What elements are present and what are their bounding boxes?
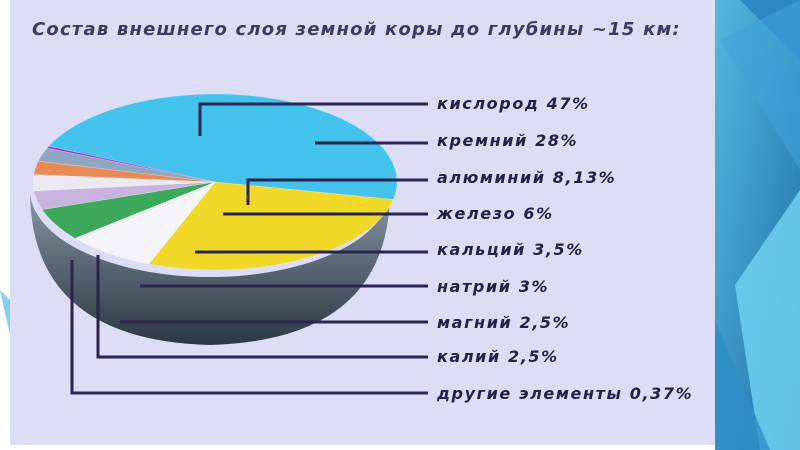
pie-slice-iron [41, 181, 216, 239]
leader-line-potassium [96, 255, 428, 359]
pie-slice-silicon [148, 181, 394, 271]
decor-shape-3 [735, 190, 800, 450]
pie-slices [32, 93, 398, 271]
pie-bowl [30, 190, 390, 345]
chart-title: Состав внешнего слоя земной коры до глуб… [32, 19, 681, 40]
label-silicon: кремний 28% [437, 131, 579, 150]
label-sodium: натрий 3% [437, 277, 550, 296]
label-magnesium: магний 2,5% [437, 313, 571, 332]
label-aluminium: алюминий 8,13% [437, 168, 617, 187]
pie-slice-other [46, 145, 216, 183]
pie-slice-calcium [33, 181, 216, 210]
label-iron: железо 6% [437, 204, 554, 223]
leader-line-oxygen [198, 102, 428, 136]
slide: Состав внешнего слоя земной коры до глуб… [10, 0, 715, 445]
pie-slice-aluminium [74, 181, 216, 265]
label-potassium: калий 2,5% [437, 347, 559, 366]
pie-slice-sodium [32, 174, 216, 192]
decor-shape-2 [720, 0, 800, 170]
label-oxygen: кислород 47% [437, 94, 590, 113]
leader-line-other [70, 260, 428, 395]
decor-shape-4 [715, 320, 770, 450]
label-calcium: кальций 3,5% [437, 240, 584, 259]
label-other: другие элементы 0,37% [437, 384, 694, 403]
pie-slice-potassium [37, 147, 216, 183]
pie-slice-oxygen [48, 93, 398, 200]
leader-lines [70, 102, 428, 395]
pie-chart [30, 93, 428, 395]
leader-line-aluminium [246, 178, 428, 205]
pie-slice-magnesium [33, 160, 216, 183]
decor-shape-left [0, 290, 10, 335]
